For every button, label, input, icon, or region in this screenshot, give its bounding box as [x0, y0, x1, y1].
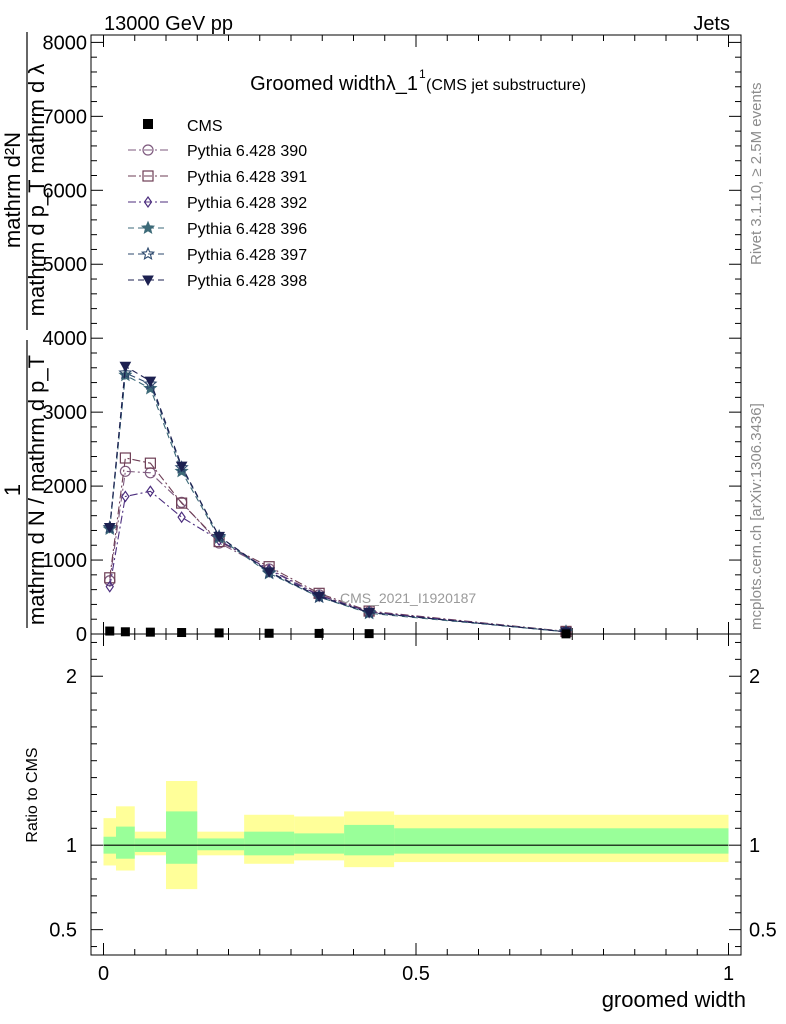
series-point — [363, 608, 375, 619]
series-point — [121, 490, 130, 503]
cms-point — [105, 626, 115, 636]
ratio-band-inner — [394, 828, 729, 854]
series-point — [176, 497, 188, 509]
header-right: Jets — [693, 13, 730, 35]
legend-cms-marker — [143, 119, 153, 129]
ylabel-frac-den: mathrm d N / mathrm d p_T — [24, 355, 49, 625]
series-point — [119, 465, 131, 477]
ratio-ylabel: Ratio to CMS — [24, 747, 41, 842]
series-point — [119, 452, 131, 464]
series-0 — [104, 465, 572, 638]
ratio-bands — [103, 780, 729, 890]
y-tick-label: 7000 — [43, 106, 88, 128]
chart-title-sup: 1 — [419, 67, 426, 81]
legend-label: Pythia 6.428 392 — [187, 195, 307, 212]
series-2 — [105, 485, 571, 638]
legend: CMS Pythia 6.428 390 Pythia 6.428 391 Pythi… — [128, 118, 307, 290]
legend-marker — [142, 144, 154, 156]
side-label-bottom: mcplots.cern.ch [arXiv:1306.3436] — [748, 403, 765, 630]
cms-point — [120, 627, 130, 637]
legend-marker — [142, 275, 154, 287]
ratio-band-inner — [197, 838, 245, 851]
series-point — [313, 591, 325, 603]
legend-label: Pythia 6.428 391 — [187, 169, 307, 186]
ratio-band-inner — [344, 824, 395, 856]
legend-marker — [143, 195, 153, 209]
series-point — [175, 461, 188, 473]
y-tick-label: 4000 — [43, 328, 88, 350]
x-tick-label: 0.5 — [402, 963, 430, 985]
ratio-band-inner — [166, 811, 198, 864]
series-line — [109, 374, 567, 633]
watermark: CMS_2021_I1920187 — [340, 590, 476, 606]
series-line — [109, 372, 567, 633]
legend-marker — [140, 246, 156, 261]
series-point — [143, 381, 158, 395]
cms-point — [314, 628, 324, 638]
legend-label: Pythia 6.428 390 — [187, 143, 307, 160]
series-point — [104, 572, 116, 584]
cms-points — [105, 626, 571, 639]
legend-marker — [140, 220, 156, 235]
y-tick-label: 5000 — [43, 254, 88, 276]
series-5 — [103, 361, 572, 638]
series-layer — [102, 361, 574, 638]
ratio-tick-label-right: 0.5 — [749, 920, 777, 942]
cms-point — [145, 627, 155, 637]
cms-point — [214, 628, 224, 638]
legend-label: Pythia 6.428 398 — [187, 273, 307, 290]
ratio-band-inner — [244, 831, 295, 856]
y-tick-label: 2000 — [43, 476, 88, 498]
series-line — [109, 470, 567, 633]
series-point — [213, 531, 225, 543]
legend-cms-label: CMS — [187, 118, 223, 135]
ratio-tick-label-right: 2 — [749, 666, 760, 688]
series-4 — [102, 365, 574, 638]
ratio-band-inner — [294, 833, 345, 854]
ratio-band-inner — [116, 826, 135, 859]
header-left: 13000 GeV pp — [104, 13, 233, 35]
ylabel-den: mathrm d p_T mathrm d λ — [24, 64, 49, 317]
series-point — [119, 361, 132, 373]
legend-label: Pythia 6.428 397 — [187, 247, 307, 264]
series-line — [109, 457, 567, 632]
x-tick-label: 1 — [723, 963, 734, 985]
series-point — [144, 376, 157, 388]
y-tick-label: 6000 — [43, 180, 88, 202]
y-tick-label: 0 — [76, 624, 87, 646]
ratio-tick-label-right: 1 — [749, 835, 760, 857]
series-3 — [102, 367, 574, 638]
series-1 — [104, 452, 572, 638]
ratio-tick-label: 2 — [66, 666, 77, 688]
chart-title: Groomed widthλ_1 — [250, 73, 418, 95]
series-point — [144, 457, 156, 469]
series-point — [146, 485, 155, 498]
cms-point — [177, 628, 187, 638]
side-label-top: Rivet 3.1.10, ≥ 2.5M events — [748, 83, 765, 266]
series-point — [118, 365, 133, 379]
series-line — [109, 490, 567, 633]
chart-subtitle: (CMS jet substructure) — [426, 77, 586, 94]
ratio-tick-label: 1 — [66, 835, 77, 857]
legend-label: Pythia 6.428 396 — [187, 221, 307, 238]
ylabel-frac-num: 1 — [0, 484, 25, 496]
y-tick-label: 3000 — [43, 402, 88, 424]
x-axis-label: groomed width — [602, 987, 746, 1012]
series-point — [105, 580, 114, 593]
cms-point — [264, 628, 274, 638]
ratio-tick-label: 0.5 — [49, 920, 77, 942]
x-tick-label: 0 — [98, 963, 109, 985]
y-tick-label: 8000 — [43, 32, 88, 54]
main-panel: 0 1000 2000 3000 4000 5000 6000 7000 8000 — [43, 32, 742, 646]
series-point — [263, 567, 275, 578]
ylabel-num: mathrm d²N — [0, 132, 25, 248]
y-tick-label: 1000 — [43, 550, 88, 572]
ratio-panel: 0.5 0.5 1 1 2 2 0 0.5 1 — [49, 633, 777, 985]
series-point — [177, 511, 186, 524]
legend-marker — [142, 170, 154, 182]
series-point — [103, 523, 116, 534]
